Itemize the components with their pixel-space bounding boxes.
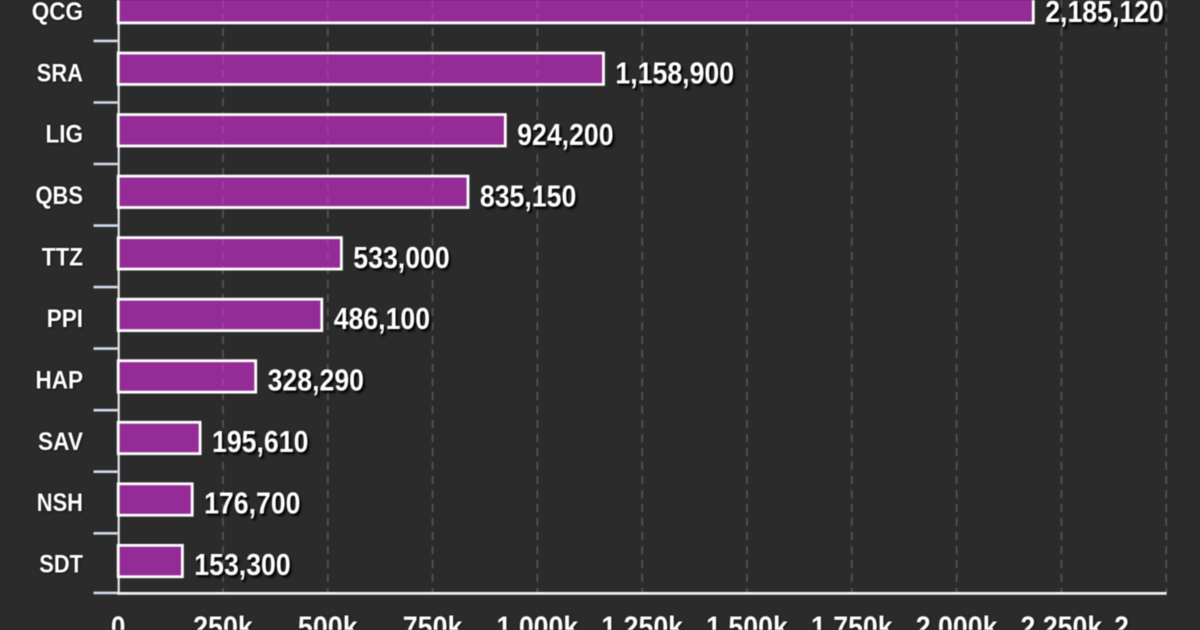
svg-text:NSH: NSH: [37, 489, 83, 517]
svg-text:1,500k: 1,500k: [706, 611, 788, 630]
svg-text:486,100: 486,100: [334, 302, 430, 336]
svg-text:250k: 250k: [193, 611, 253, 630]
svg-text:QBS: QBS: [36, 182, 84, 210]
svg-text:500k: 500k: [298, 611, 358, 630]
svg-text:750k: 750k: [403, 611, 463, 630]
svg-text:2,250k: 2,250k: [1021, 611, 1103, 630]
svg-text:2,185,120: 2,185,120: [1045, 0, 1164, 29]
svg-text:1,750k: 1,750k: [811, 611, 893, 630]
svg-text:195,610: 195,610: [212, 425, 308, 459]
svg-text:924,200: 924,200: [517, 118, 613, 152]
svg-text:SDT: SDT: [39, 551, 83, 579]
svg-text:533,000: 533,000: [353, 241, 449, 275]
svg-text:328,290: 328,290: [268, 364, 364, 398]
svg-text:QCG: QCG: [32, 0, 83, 26]
svg-text:153,300: 153,300: [194, 548, 290, 582]
svg-text:LIG: LIG: [46, 121, 84, 149]
svg-text:SRA: SRA: [37, 59, 83, 87]
svg-text:1,158,900: 1,158,900: [615, 57, 734, 91]
svg-text:0: 0: [111, 611, 126, 630]
svg-text:176,700: 176,700: [204, 486, 300, 520]
svg-text:1,000k: 1,000k: [497, 611, 579, 630]
svg-text:TTZ: TTZ: [42, 244, 83, 272]
svg-text:PPI: PPI: [47, 305, 83, 333]
svg-text:2,000k: 2,000k: [916, 611, 998, 630]
svg-text:1,250k: 1,250k: [601, 611, 683, 630]
svg-text:HAP: HAP: [36, 366, 84, 394]
svg-text:835,150: 835,150: [480, 179, 576, 213]
svg-text:2,: 2,: [1114, 611, 1136, 630]
svg-text:SAV: SAV: [38, 428, 83, 456]
